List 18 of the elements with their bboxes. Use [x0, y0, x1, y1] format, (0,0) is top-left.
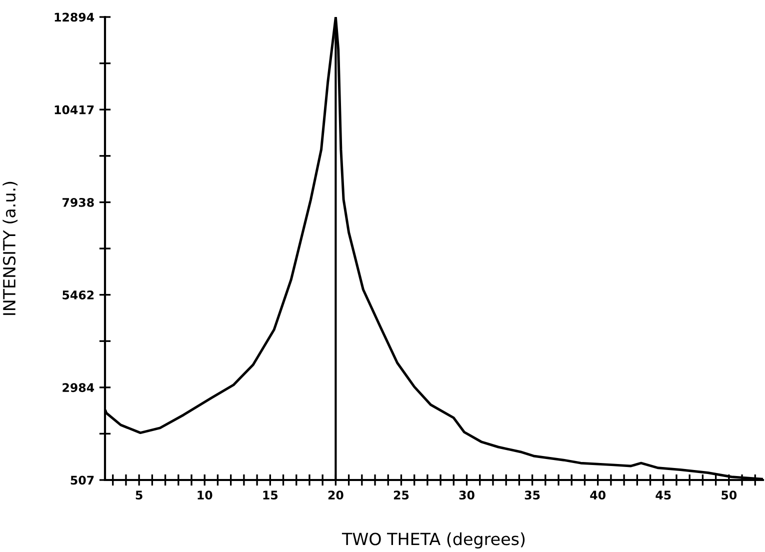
x-tick-label: 25	[394, 490, 409, 500]
x-axis-title: TWO THETA (degrees)	[342, 532, 525, 549]
x-tick-label: 50	[722, 490, 737, 500]
y-tick-label: 10417	[54, 105, 94, 114]
y-tick-label: 2984	[62, 383, 94, 392]
x-tick-label: 10	[198, 490, 212, 500]
y-tick-label: 5462	[62, 290, 94, 300]
x-tick-label: 35	[524, 490, 540, 500]
x-tick-label: 20	[328, 490, 344, 500]
x-tick-label: 45	[656, 490, 671, 500]
y-axis-title: INTENSITY (a.u.)	[2, 182, 18, 315]
y-tick-label: 12894	[54, 12, 94, 22]
y-tick-label: 7938	[62, 198, 94, 207]
y-tick-label: 507	[70, 476, 94, 485]
x-tick-label: 30	[459, 490, 474, 500]
x-tick-label: 40	[590, 490, 606, 500]
x-tick-label: 15	[263, 490, 278, 500]
x-tick-label: 5	[136, 490, 142, 500]
